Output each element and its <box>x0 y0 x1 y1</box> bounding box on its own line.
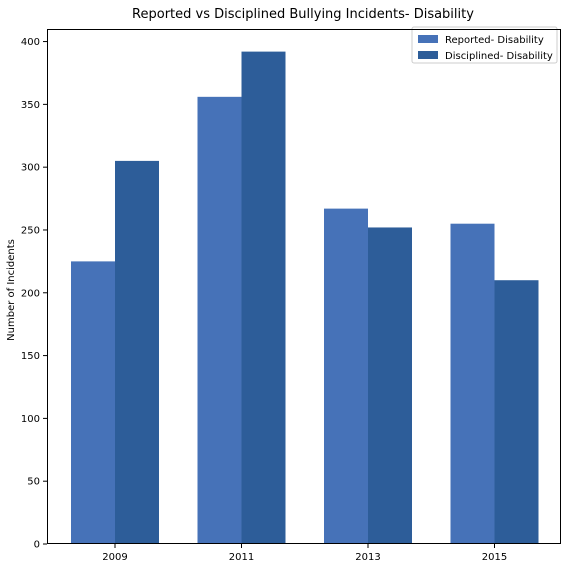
x-tick-label: 2009 <box>102 552 127 563</box>
bar-2009-reported <box>71 261 115 544</box>
legend-box <box>411 26 558 64</box>
x-tick-label: 2015 <box>482 552 507 563</box>
y-tick-label: 250 <box>21 225 40 236</box>
y-tick-label: 400 <box>21 37 40 48</box>
x-tick-label: 2011 <box>229 552 254 563</box>
y-tick-label: 50 <box>27 477 40 488</box>
bars-group <box>71 51 539 545</box>
legend-label-disciplined: Disciplined- Disability <box>445 51 553 62</box>
bar-2015-reported <box>450 223 495 544</box>
y-tick-label: 300 <box>21 163 40 174</box>
bar-2015-disciplined <box>494 280 539 544</box>
bar-2013-reported <box>324 208 368 544</box>
bar-2009-disciplined <box>115 160 159 544</box>
legend-swatch-reported <box>418 35 438 43</box>
bar-2013-disciplined <box>368 227 412 544</box>
y-tick-label: 350 <box>21 100 40 111</box>
y-tick-label: 200 <box>21 288 40 299</box>
y-tick-label: 100 <box>21 414 40 425</box>
bar-2011-disciplined <box>241 51 286 545</box>
legend: Reported- Disability Disciplined- Disabil… <box>411 26 558 64</box>
bar-2011-reported <box>197 96 242 544</box>
chart-title: Reported vs Disciplined Bullying Inciden… <box>132 7 474 22</box>
legend-swatch-disciplined <box>418 51 438 59</box>
y-axis-label: Number of Incidents <box>6 239 17 341</box>
y-tick-label: 150 <box>21 351 40 362</box>
plot-frame <box>47 29 561 544</box>
legend-label-reported: Reported- Disability <box>445 35 544 46</box>
y-tick-label: 0 <box>34 540 40 551</box>
x-axis: 2009 2011 2013 2015 <box>102 544 507 563</box>
y-axis: 0 50 100 150 200 250 300 350 400 <box>21 37 47 551</box>
x-tick-label: 2013 <box>355 552 380 563</box>
